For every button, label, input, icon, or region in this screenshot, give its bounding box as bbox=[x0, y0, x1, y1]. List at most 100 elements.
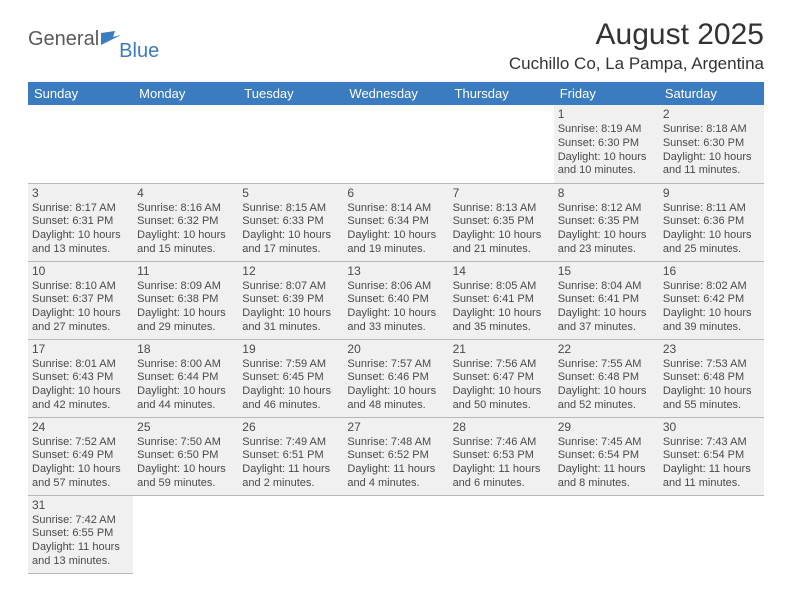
day-number: 28 bbox=[453, 420, 550, 435]
sun-line-sr: Sunrise: 8:01 AM bbox=[32, 358, 129, 372]
sun-line-d1: Daylight: 10 hours bbox=[32, 463, 129, 477]
day-number: 9 bbox=[663, 186, 760, 201]
flag-icon bbox=[101, 31, 121, 45]
calendar-cell: 1Sunrise: 8:19 AMSunset: 6:30 PMDaylight… bbox=[554, 105, 659, 183]
sun-line-d2: and 6 minutes. bbox=[453, 477, 550, 491]
sun-line-d1: Daylight: 10 hours bbox=[242, 307, 339, 321]
sun-line-sr: Sunrise: 7:57 AM bbox=[347, 358, 444, 372]
sun-line-ss: Sunset: 6:43 PM bbox=[32, 371, 129, 385]
sun-line-d1: Daylight: 10 hours bbox=[558, 151, 655, 165]
sun-line-d2: and 2 minutes. bbox=[242, 477, 339, 491]
sun-line-d2: and 48 minutes. bbox=[347, 399, 444, 413]
sun-line-d2: and 50 minutes. bbox=[453, 399, 550, 413]
sun-line-d1: Daylight: 10 hours bbox=[242, 229, 339, 243]
sun-line-ss: Sunset: 6:40 PM bbox=[347, 293, 444, 307]
sun-line-sr: Sunrise: 7:53 AM bbox=[663, 358, 760, 372]
sun-line-sr: Sunrise: 8:10 AM bbox=[32, 280, 129, 294]
calendar-week: 3Sunrise: 8:17 AMSunset: 6:31 PMDaylight… bbox=[28, 183, 764, 261]
calendar-cell bbox=[449, 495, 554, 573]
calendar-cell: 14Sunrise: 8:05 AMSunset: 6:41 PMDayligh… bbox=[449, 261, 554, 339]
calendar-cell bbox=[343, 495, 448, 573]
sun-line-d1: Daylight: 10 hours bbox=[347, 385, 444, 399]
day-number: 6 bbox=[347, 186, 444, 201]
sun-line-sr: Sunrise: 8:09 AM bbox=[137, 280, 234, 294]
calendar-table: SundayMondayTuesdayWednesdayThursdayFrid… bbox=[28, 82, 764, 574]
sun-line-d2: and 11 minutes. bbox=[663, 477, 760, 491]
day-number: 4 bbox=[137, 186, 234, 201]
calendar-cell: 13Sunrise: 8:06 AMSunset: 6:40 PMDayligh… bbox=[343, 261, 448, 339]
day-number: 12 bbox=[242, 264, 339, 279]
sun-line-d2: and 13 minutes. bbox=[32, 243, 129, 257]
day-number: 26 bbox=[242, 420, 339, 435]
sun-line-d2: and 59 minutes. bbox=[137, 477, 234, 491]
sun-line-sr: Sunrise: 7:55 AM bbox=[558, 358, 655, 372]
sun-line-d2: and 44 minutes. bbox=[137, 399, 234, 413]
calendar-cell: 21Sunrise: 7:56 AMSunset: 6:47 PMDayligh… bbox=[449, 339, 554, 417]
day-number: 18 bbox=[137, 342, 234, 357]
calendar-cell bbox=[554, 495, 659, 573]
month-title: August 2025 bbox=[509, 18, 764, 52]
sun-line-d1: Daylight: 10 hours bbox=[663, 385, 760, 399]
logo-text-blue: Blue bbox=[119, 40, 159, 63]
sun-line-sr: Sunrise: 7:52 AM bbox=[32, 436, 129, 450]
day-header: Tuesday bbox=[238, 82, 343, 105]
day-number: 23 bbox=[663, 342, 760, 357]
calendar-cell: 20Sunrise: 7:57 AMSunset: 6:46 PMDayligh… bbox=[343, 339, 448, 417]
calendar-body: 1Sunrise: 8:19 AMSunset: 6:30 PMDaylight… bbox=[28, 105, 764, 573]
day-number: 15 bbox=[558, 264, 655, 279]
sun-line-ss: Sunset: 6:47 PM bbox=[453, 371, 550, 385]
calendar-cell: 8Sunrise: 8:12 AMSunset: 6:35 PMDaylight… bbox=[554, 183, 659, 261]
sun-line-sr: Sunrise: 8:04 AM bbox=[558, 280, 655, 294]
sun-line-sr: Sunrise: 7:59 AM bbox=[242, 358, 339, 372]
sun-line-ss: Sunset: 6:42 PM bbox=[663, 293, 760, 307]
sun-line-d1: Daylight: 10 hours bbox=[347, 307, 444, 321]
sun-line-d2: and 25 minutes. bbox=[663, 243, 760, 257]
sun-line-d2: and 31 minutes. bbox=[242, 321, 339, 335]
sun-line-sr: Sunrise: 8:00 AM bbox=[137, 358, 234, 372]
sun-line-sr: Sunrise: 7:49 AM bbox=[242, 436, 339, 450]
sun-line-d1: Daylight: 11 hours bbox=[558, 463, 655, 477]
sun-line-ss: Sunset: 6:41 PM bbox=[453, 293, 550, 307]
day-number: 7 bbox=[453, 186, 550, 201]
sun-line-sr: Sunrise: 8:17 AM bbox=[32, 202, 129, 216]
sun-line-ss: Sunset: 6:35 PM bbox=[453, 215, 550, 229]
sun-line-ss: Sunset: 6:51 PM bbox=[242, 449, 339, 463]
calendar-week: 24Sunrise: 7:52 AMSunset: 6:49 PMDayligh… bbox=[28, 417, 764, 495]
calendar-cell: 2Sunrise: 8:18 AMSunset: 6:30 PMDaylight… bbox=[659, 105, 764, 183]
sun-line-ss: Sunset: 6:35 PM bbox=[558, 215, 655, 229]
sun-line-d1: Daylight: 10 hours bbox=[137, 385, 234, 399]
sun-line-sr: Sunrise: 7:50 AM bbox=[137, 436, 234, 450]
sun-line-d2: and 13 minutes. bbox=[32, 555, 129, 569]
calendar-cell bbox=[238, 495, 343, 573]
sun-line-ss: Sunset: 6:52 PM bbox=[347, 449, 444, 463]
sun-line-d2: and 57 minutes. bbox=[32, 477, 129, 491]
calendar-week: 31Sunrise: 7:42 AMSunset: 6:55 PMDayligh… bbox=[28, 495, 764, 573]
sun-line-d2: and 19 minutes. bbox=[347, 243, 444, 257]
calendar-cell: 28Sunrise: 7:46 AMSunset: 6:53 PMDayligh… bbox=[449, 417, 554, 495]
calendar-cell bbox=[238, 105, 343, 183]
calendar-cell: 12Sunrise: 8:07 AMSunset: 6:39 PMDayligh… bbox=[238, 261, 343, 339]
sun-line-d2: and 21 minutes. bbox=[453, 243, 550, 257]
day-header: Wednesday bbox=[343, 82, 448, 105]
calendar-cell bbox=[28, 105, 133, 183]
calendar-head: SundayMondayTuesdayWednesdayThursdayFrid… bbox=[28, 82, 764, 105]
calendar-cell: 3Sunrise: 8:17 AMSunset: 6:31 PMDaylight… bbox=[28, 183, 133, 261]
sun-line-sr: Sunrise: 8:16 AM bbox=[137, 202, 234, 216]
sun-line-d2: and 4 minutes. bbox=[347, 477, 444, 491]
sun-line-d1: Daylight: 10 hours bbox=[558, 385, 655, 399]
calendar-cell: 5Sunrise: 8:15 AMSunset: 6:33 PMDaylight… bbox=[238, 183, 343, 261]
sun-line-ss: Sunset: 6:32 PM bbox=[137, 215, 234, 229]
sun-line-ss: Sunset: 6:54 PM bbox=[663, 449, 760, 463]
sun-line-d2: and 37 minutes. bbox=[558, 321, 655, 335]
sun-line-sr: Sunrise: 7:48 AM bbox=[347, 436, 444, 450]
calendar-cell: 7Sunrise: 8:13 AMSunset: 6:35 PMDaylight… bbox=[449, 183, 554, 261]
sun-line-ss: Sunset: 6:31 PM bbox=[32, 215, 129, 229]
day-number: 14 bbox=[453, 264, 550, 279]
sun-line-d1: Daylight: 11 hours bbox=[663, 463, 760, 477]
calendar-cell: 4Sunrise: 8:16 AMSunset: 6:32 PMDaylight… bbox=[133, 183, 238, 261]
calendar-cell: 11Sunrise: 8:09 AMSunset: 6:38 PMDayligh… bbox=[133, 261, 238, 339]
sun-line-d1: Daylight: 10 hours bbox=[453, 229, 550, 243]
sun-line-ss: Sunset: 6:44 PM bbox=[137, 371, 234, 385]
sun-line-d1: Daylight: 10 hours bbox=[663, 229, 760, 243]
sun-line-ss: Sunset: 6:30 PM bbox=[663, 137, 760, 151]
